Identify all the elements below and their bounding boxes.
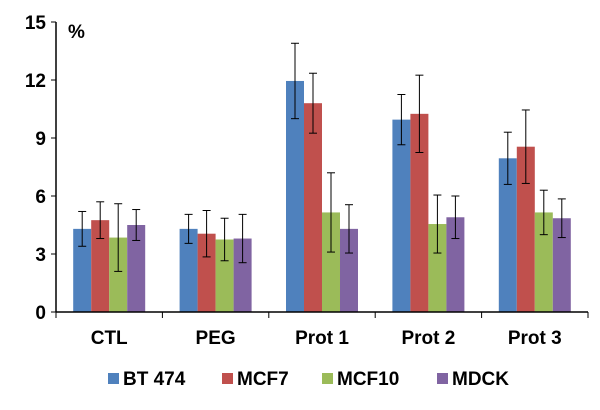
- y-tick-label: 3: [35, 245, 46, 266]
- x-tick-label: CTL: [91, 328, 128, 349]
- bar: [552, 218, 571, 312]
- axes: [55, 22, 589, 318]
- bar: [516, 146, 535, 312]
- legend-label: BT 474: [123, 369, 186, 390]
- legend-label: MCF10: [337, 369, 399, 390]
- legend-swatch: [222, 373, 233, 384]
- bar: [233, 238, 252, 312]
- bar: [197, 233, 216, 312]
- y-unit-label: %: [68, 22, 85, 43]
- x-tick-label: Prot 2: [401, 328, 455, 349]
- bar: [304, 103, 322, 312]
- x-axis-labels: CTL PEG Prot 1 Prot 2 Prot 3: [91, 328, 562, 349]
- bar: [322, 212, 340, 312]
- y-tick-label: 6: [35, 187, 46, 208]
- bar: [109, 237, 128, 312]
- bar: [534, 212, 553, 312]
- legend-swatch: [437, 373, 448, 384]
- bar: [498, 158, 517, 312]
- bar: [215, 239, 234, 312]
- bar: [446, 217, 465, 312]
- bar: [91, 220, 110, 312]
- bar: [179, 228, 198, 312]
- bar: [410, 113, 429, 312]
- bar: [392, 119, 411, 312]
- bar: [73, 228, 92, 312]
- error-bars-layer: [78, 42, 566, 272]
- y-tick-label: 15: [25, 13, 47, 34]
- legend-swatch: [108, 373, 119, 384]
- bar: [286, 80, 304, 312]
- legend-label: MCF7: [237, 369, 289, 390]
- bar: [340, 228, 358, 312]
- legend: BT 474 MCF7 MCF10 MDCK: [108, 369, 509, 390]
- y-tick-label: 12: [25, 71, 46, 92]
- bar: [428, 224, 447, 312]
- x-tick-label: PEG: [196, 328, 236, 349]
- y-tick-label: 0: [35, 303, 46, 324]
- legend-swatch: [322, 373, 333, 384]
- y-axis-ticks: 0 3 6 9 12 15: [25, 13, 56, 324]
- bars-layer: [73, 80, 571, 312]
- bar: [127, 225, 146, 312]
- x-tick-label: Prot 1: [295, 328, 349, 349]
- x-tick-label: Prot 3: [508, 328, 562, 349]
- legend-label: MDCK: [452, 369, 509, 390]
- y-tick-label: 9: [35, 129, 46, 150]
